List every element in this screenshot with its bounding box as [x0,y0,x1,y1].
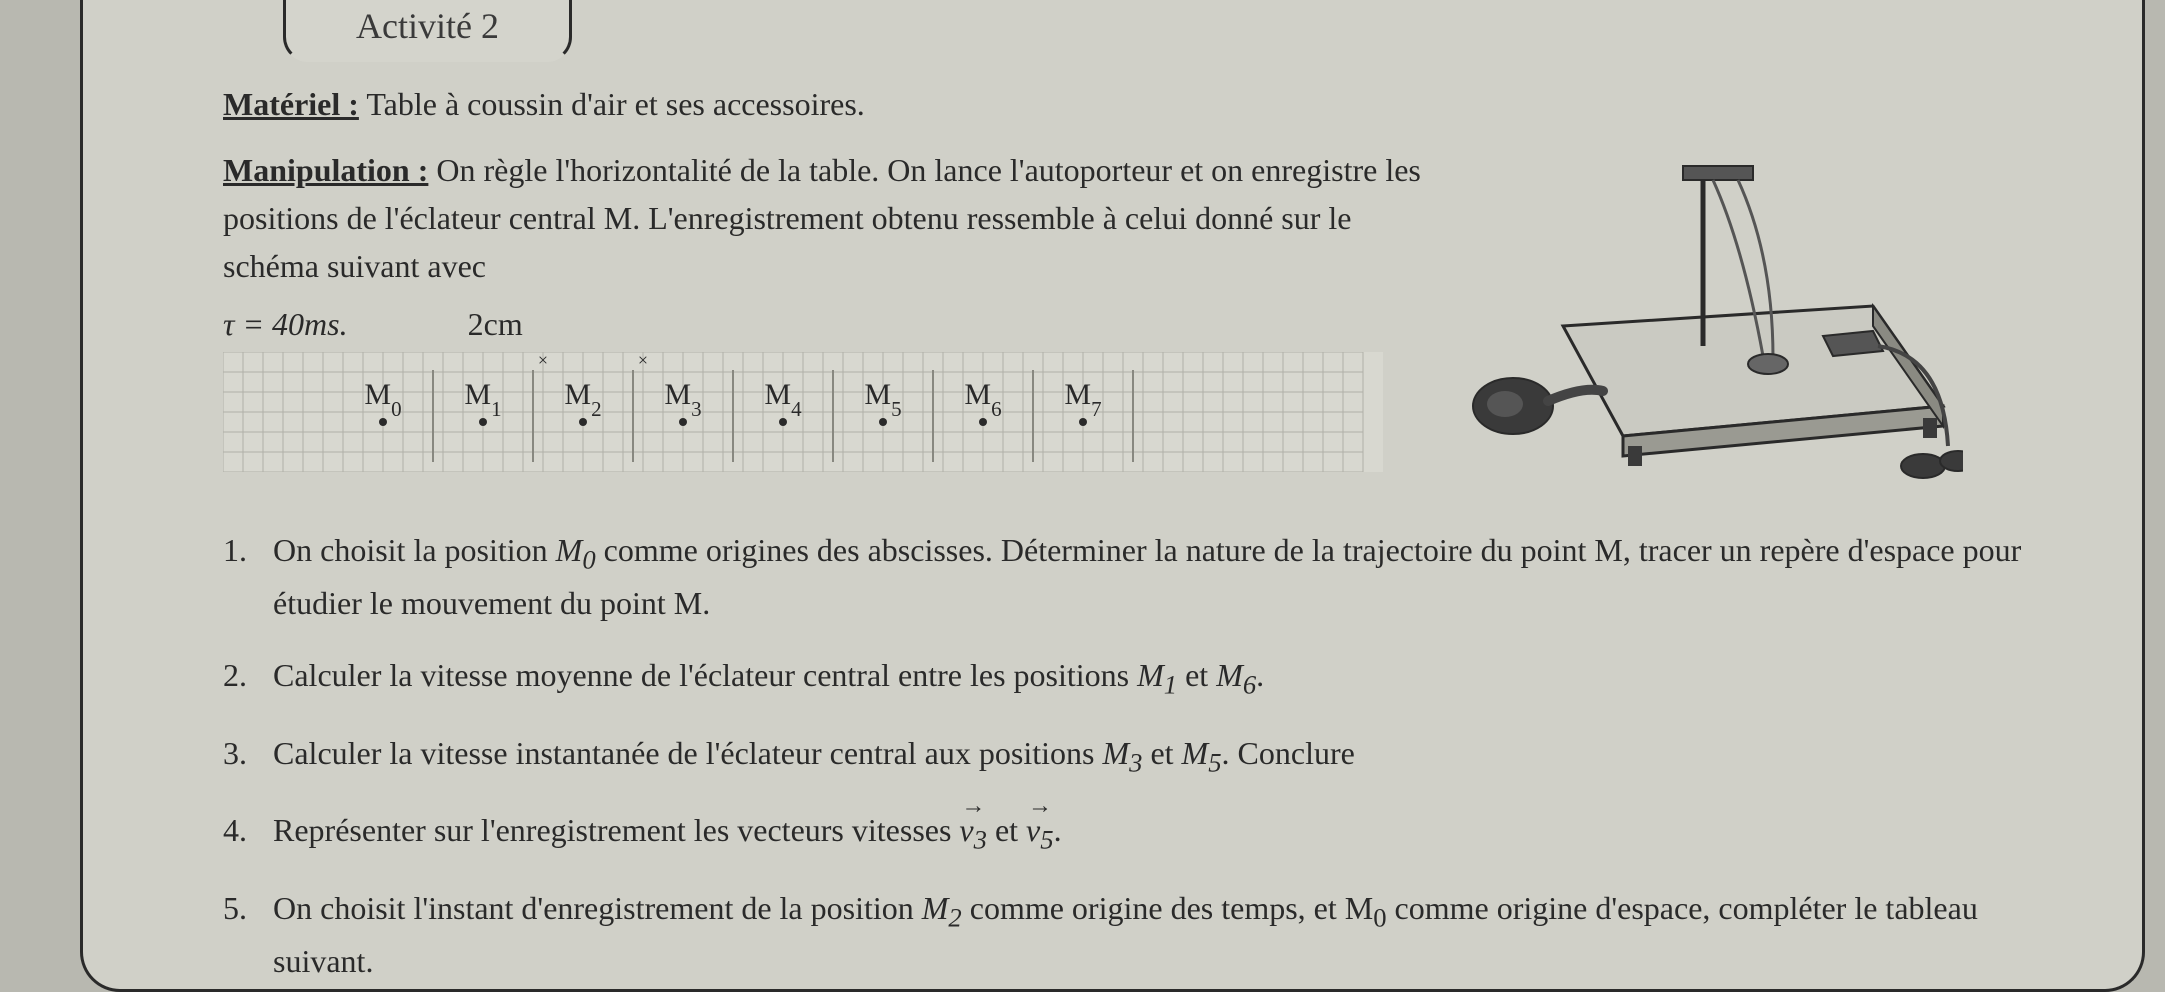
activity-label: Activité 2 [356,6,499,46]
tau-expression: τ = 40ms. [223,300,348,348]
q2-text: Calculer la vitesse moyenne de l'éclateu… [273,651,1264,704]
manipulation-label: Manipulation : [223,152,428,188]
materiel-text: Table à coussin d'air et ses accessoires… [366,86,864,122]
page-frame: Activité 2 Matériel : Table à coussin d'… [80,0,2145,992]
q4-text: Représenter sur l'enregistrement les vec… [273,806,1062,859]
q2-num: 2. [223,651,259,704]
scale-label: 2cm [468,300,523,348]
q5-num: 5. [223,884,259,985]
question-4: 4. Représenter sur l'enregistrement les … [223,806,2032,859]
question-list: 1. On choisit la position M0 comme origi… [223,526,2032,985]
question-2: 2. Calculer la vitesse moyenne de l'écla… [223,651,2032,704]
q1-text: On choisit la position M0 comme origines… [273,526,2032,627]
q4-num: 4. [223,806,259,859]
question-1: 1. On choisit la position M0 comme origi… [223,526,2032,627]
materiel-label: Matériel : [223,86,359,122]
manipulation-block: Manipulation : On règle l'horizontalité … [223,146,2032,486]
q3-text: Calculer la vitesse instantanée de l'écl… [273,729,1355,782]
tau-scale-line: τ = 40ms. 2cm [223,300,1423,348]
manipulation-line: Manipulation : On règle l'horizontalité … [223,146,1423,290]
q3-num: 3. [223,729,259,782]
content-area: Matériel : Table à coussin d'air et ses … [133,80,2092,985]
question-3: 3. Calculer la vitesse instantanée de l'… [223,729,2032,782]
manipulation-text-col: Manipulation : On règle l'horizontalité … [223,146,1423,472]
svg-text:×: × [638,352,648,370]
q1-num: 1. [223,526,259,627]
svg-text:×: × [538,352,548,370]
recording-strip: ××M0M1M2M3M4M5M6M7 [223,352,1383,472]
question-5: 5. On choisit l'instant d'enregistrement… [223,884,2032,985]
recording-strip-svg: ××M0M1M2M3M4M5M6M7 [223,352,1383,472]
q5-text: On choisit l'instant d'enregistrement de… [273,884,2032,985]
materiel-line: Matériel : Table à coussin d'air et ses … [223,80,2032,128]
activity-tab: Activité 2 [283,0,572,62]
apparatus-illustration [1443,146,1963,486]
apparatus-svg [1443,146,1963,486]
